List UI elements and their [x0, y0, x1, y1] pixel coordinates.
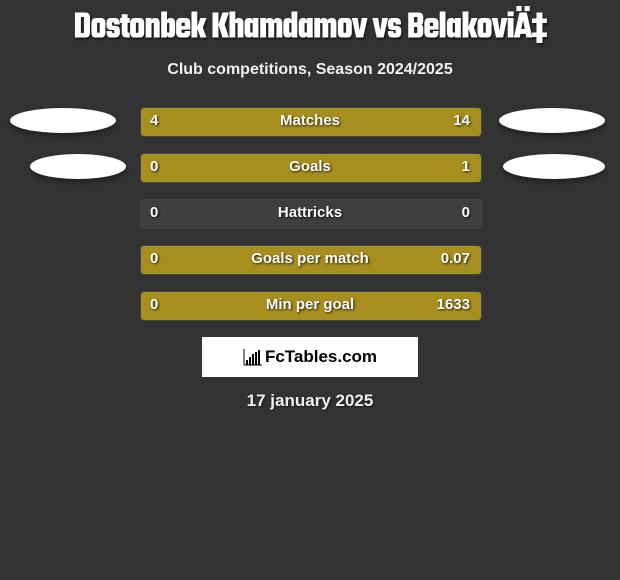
player-left-ellipse [30, 154, 126, 179]
player-right-ellipse [503, 154, 605, 179]
stat-value-right: 1633 [437, 291, 470, 319]
stat-value-left: 0 [150, 153, 158, 181]
logo-text: FcTables.com [265, 347, 377, 367]
stat-row: Matches4 14 [0, 107, 620, 135]
player-right-ellipse [499, 108, 605, 133]
fctables-logo: FcTables.com [202, 337, 418, 377]
stat-value-left: 0 [150, 245, 158, 273]
stat-value-right: 1 [462, 153, 470, 181]
date-label: 17 january 2025 [0, 391, 620, 411]
stat-value-right: 0 [462, 199, 470, 227]
stat-row: Goals per match0 0.07 [0, 245, 620, 273]
stats-comparison-area: Matches414Goals01Hattricks00Goals per ma… [0, 107, 620, 319]
stat-row: Goals0 1 [0, 153, 620, 181]
comparison-title: Dostonbek Khamdamov vs BelakoviÄ‡ [0, 0, 620, 57]
player-left-ellipse [10, 108, 116, 133]
stat-label: Min per goal [140, 291, 480, 319]
stat-label: Goals [140, 153, 480, 181]
stat-value-left: 0 [150, 291, 158, 319]
stat-label: Hattricks [140, 199, 480, 227]
stat-label: Matches [140, 107, 480, 135]
stat-row: Min per goal0 1633 [0, 291, 620, 319]
comparison-subtitle: Club competitions, Season 2024/2025 [0, 61, 620, 79]
stat-label: Goals per match [140, 245, 480, 273]
stat-value-left: 4 [150, 107, 158, 135]
stat-value-right: 0.07 [441, 245, 470, 273]
stat-value-left: 0 [150, 199, 158, 227]
stat-value-right: 14 [453, 107, 470, 135]
bar-chart-icon [243, 348, 263, 366]
stat-row: Hattricks0 0 [0, 199, 620, 227]
